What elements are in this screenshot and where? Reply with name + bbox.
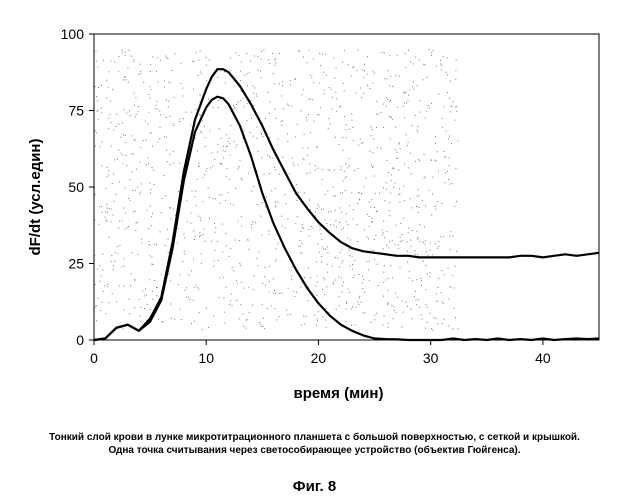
background-speckle xyxy=(94,49,459,331)
x-tick-label: 0 xyxy=(90,350,98,366)
y-tick-label: 75 xyxy=(68,103,84,119)
caption-line-1: Тонкий слой крови в лунке микротитрацион… xyxy=(49,432,580,443)
x-tick-label: 10 xyxy=(198,350,214,366)
series-line-2 xyxy=(93,95,600,342)
x-axis-ticks: 0 10 20 30 40 xyxy=(90,340,551,366)
y-tick-label: 100 xyxy=(61,26,85,42)
series-line-1 xyxy=(93,68,600,342)
y-axis-ticks: 0 25 50 75 100 xyxy=(61,26,94,348)
y-tick-label: 0 xyxy=(76,332,84,348)
x-tick-label: 40 xyxy=(535,350,551,366)
y-axis-label: dF/dt (усл.един) xyxy=(27,139,44,256)
x-tick-label: 30 xyxy=(423,350,439,366)
caption-line-2: Одна точка считывания через светособираю… xyxy=(108,445,521,456)
x-axis-label: время (мин) xyxy=(294,385,384,402)
chart: 0 25 50 75 100 0 10 20 30 40 время (мин) dF/dt (… xyxy=(27,26,600,402)
y-tick-label: 25 xyxy=(68,256,84,272)
x-tick-label: 20 xyxy=(311,350,327,366)
y-tick-label: 50 xyxy=(68,179,84,195)
series-lines xyxy=(93,68,600,342)
figure-label: Фиг. 8 xyxy=(292,478,337,495)
plot-area xyxy=(93,33,600,341)
